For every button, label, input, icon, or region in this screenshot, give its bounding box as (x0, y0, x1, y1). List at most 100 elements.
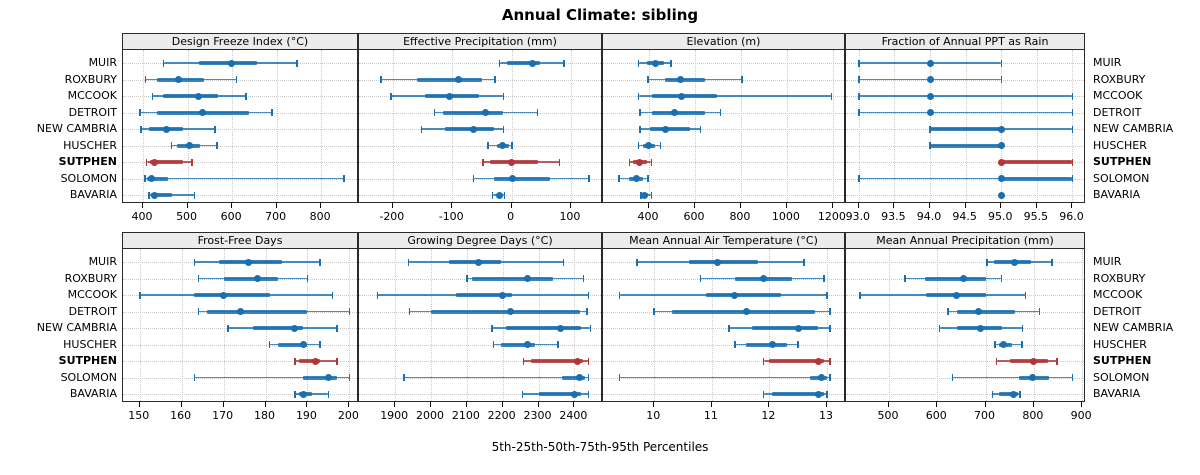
axis-tick-label: 1900 (380, 409, 409, 422)
median-dot (445, 92, 453, 100)
median-dot (926, 109, 934, 116)
horizontal-gridline (123, 344, 357, 346)
axis-tick-label: 700 (265, 210, 287, 223)
percentile-whisker-cap (636, 258, 638, 266)
axis-tick (320, 203, 322, 208)
site-label: HUSCHER (63, 138, 117, 152)
vertical-gridline (392, 50, 394, 202)
axis-tick (653, 402, 655, 407)
horizontal-gridline (603, 328, 844, 329)
percentile-whisker-cap (294, 390, 296, 398)
median-dot (1028, 374, 1036, 381)
axis-tick-label: 400 (131, 210, 153, 223)
site-label: SOLOMON (60, 370, 117, 384)
horizontal-gridline (359, 145, 601, 147)
percentile-25-75-band (206, 309, 308, 314)
percentile-whisker-cap (639, 109, 641, 116)
axis-tick (857, 203, 859, 208)
axis-tick (186, 203, 188, 208)
vertical-gridline (985, 249, 987, 401)
percentile-5-95-line (194, 376, 350, 379)
axis-tick-label: 500 (176, 210, 198, 223)
axis-tick (693, 203, 695, 208)
percentile-25-75-band (278, 342, 308, 347)
horizontal-gridline (846, 195, 1084, 196)
percentile-whisker-cap (494, 76, 496, 83)
percentile-25-75-band (1001, 160, 1073, 164)
percentile-whisker-cap (331, 291, 334, 299)
horizontal-gridline (603, 162, 844, 163)
percentile-whisker-cap (670, 59, 672, 67)
percentile-whisker-cap (589, 324, 592, 332)
vertical-gridline (511, 50, 513, 202)
axis-tick (825, 402, 827, 407)
median-dot (499, 142, 507, 149)
site-label: ROXBURY (1093, 72, 1146, 86)
median-dot (291, 324, 299, 332)
site-label: SOLOMON (1093, 171, 1150, 185)
axis-tick-label: 2200 (487, 409, 516, 422)
percentile-25-75-band (769, 359, 825, 363)
horizontal-gridline (123, 145, 357, 147)
percentile-whisker-cap (343, 175, 345, 182)
percentile-25-75-band (507, 61, 541, 65)
site-label: ROXBURY (1093, 271, 1146, 285)
percentile-5-95-line (858, 111, 1073, 114)
percentile-whisker-cap (492, 341, 495, 348)
percentile-whisker-cap (803, 258, 805, 266)
horizontal-gridline (359, 394, 601, 395)
axis-tick (1071, 203, 1073, 208)
percentile-whisker-cap (306, 275, 309, 282)
vertical-gridline (826, 249, 828, 401)
percentile-whisker-cap (826, 291, 828, 299)
percentile-25-75-band (998, 392, 1019, 396)
percentile-5-95-line (858, 95, 1073, 97)
vertical-gridline (1036, 50, 1038, 202)
percentile-whisker-cap (637, 92, 640, 100)
vertical-gridline (321, 50, 323, 202)
percentile-whisker-cap (407, 258, 410, 266)
axis-tick-label: 170 (212, 409, 234, 422)
site-label: BAVARIA (1093, 188, 1141, 201)
median-dot (817, 374, 825, 381)
median-dot (714, 258, 722, 266)
axis-tick-label: 100 (559, 210, 581, 223)
percentile-whisker-cap (214, 125, 216, 133)
percentile-whisker-cap (829, 374, 831, 381)
percentiles-caption: 5th-25th-50th-75th-95th Percentiles (491, 440, 709, 454)
horizontal-gridline (846, 361, 1084, 362)
axis-tick (394, 402, 396, 407)
axis-tick (264, 402, 266, 407)
median-dot (174, 76, 182, 83)
percentile-25-75-band (1001, 176, 1073, 181)
axis-tick-label: 600 (220, 210, 242, 223)
axis-tick-label: 900 (1070, 409, 1092, 422)
percentile-whisker-cap (1071, 175, 1074, 182)
median-dot (676, 76, 684, 83)
vertical-gridline (832, 50, 834, 202)
axis-tick-label: 150 (128, 409, 150, 422)
axis-tick (275, 203, 277, 208)
percentile-whisker-cap (1000, 59, 1002, 67)
percentile-whisker-cap (145, 158, 148, 166)
axis-tick-label: 1200 (817, 210, 846, 223)
axis-tick-label: 600 (683, 210, 705, 223)
percentile-whisker-cap (268, 341, 271, 348)
vertical-gridline (786, 50, 788, 202)
horizontal-gridline (603, 195, 844, 196)
percentile-whisker-cap (904, 275, 906, 282)
median-dot (997, 191, 1005, 199)
percentile-whisker-cap (650, 158, 653, 166)
percentile-whisker-cap (319, 258, 321, 266)
percentile-whisker-cap (521, 390, 524, 398)
percentile-whisker-cap (151, 92, 154, 100)
median-dot (661, 125, 669, 133)
percentile-25-75-band (925, 276, 986, 281)
percentile-whisker-cap (858, 175, 860, 182)
percentile-whisker-cap (582, 275, 585, 282)
percentile-whisker-cap (148, 191, 150, 199)
axis-tick-label: 94.0 (916, 210, 942, 223)
axis-tick (430, 402, 432, 407)
median-dot (151, 158, 159, 166)
horizontal-gridline (603, 344, 844, 346)
